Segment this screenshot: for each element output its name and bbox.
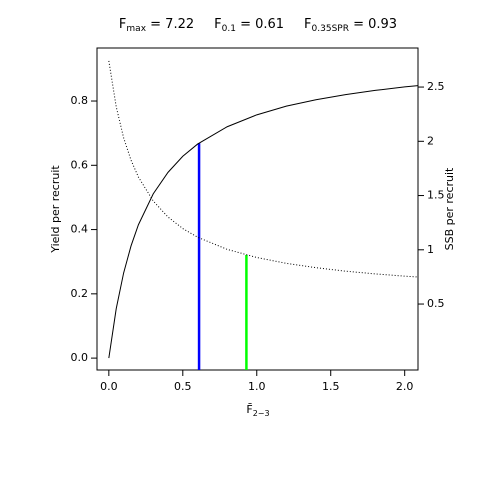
y2-tick-label: 2.5 [427,80,445,93]
y-tick-label: 0.4 [71,223,89,236]
title-text: = 7.22 [146,17,194,32]
y-tick-label: 0.2 [71,287,89,300]
title-text: = 0.93 [349,17,397,32]
series-line [108,85,419,359]
y2-axis-label: SSB per recruit [443,167,456,250]
x-tick-label: 1.0 [248,380,266,393]
chart-title: Fmax = 7.22 F0.1 = 0.61 F0.35SPR = 0.93 [119,17,397,34]
x-tick-label: 1.5 [322,380,340,393]
plot-frame [96,47,419,371]
x-label-symbol: F̄ [246,403,252,416]
y2-tick-label: 1 [427,243,434,256]
title-symbol: F [214,17,221,32]
title-text: = 0.61 [236,17,284,32]
title-symbol: F [304,17,311,32]
title-subscript: 0.1 [222,24,236,34]
x-tick-label: 2.0 [396,380,414,393]
y-axis-label: Yield per recruit [49,165,62,254]
y2-tick-label: 0.5 [427,297,445,310]
x-tick-label: 0.5 [174,380,192,393]
y2-tick-label: 1.5 [427,189,445,202]
title-symbol: F [119,17,126,32]
y-tick-label: 0.0 [71,351,89,364]
x-label-subscript: 2−3 [253,409,270,418]
y-tick-label: 0.8 [71,94,89,107]
y2-tick-label: 2 [427,134,434,147]
title-subscript: 0.35SPR [312,24,349,34]
y-tick-label: 0.6 [71,158,89,171]
title-subscript: max [126,24,146,34]
x-axis-label: F̄2−3 [246,403,269,418]
x-tick-label: 0.0 [100,380,118,393]
